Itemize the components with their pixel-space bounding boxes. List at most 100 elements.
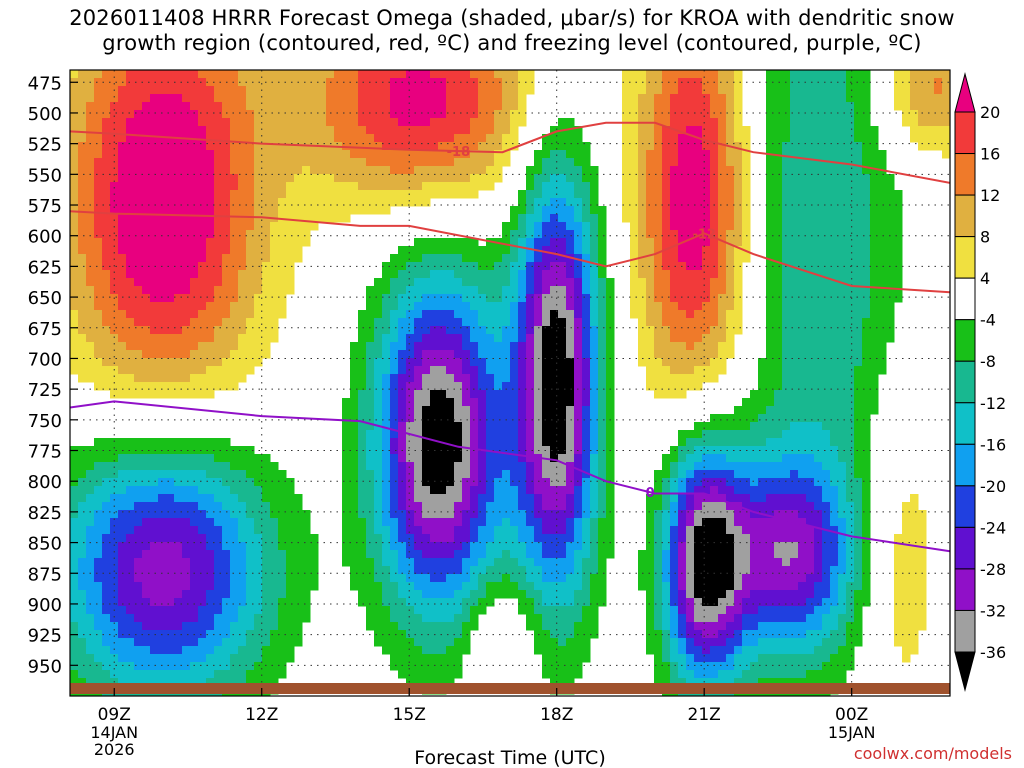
- omega-cell: [262, 638, 271, 647]
- omega-cell: [182, 582, 191, 591]
- omega-cell: [294, 174, 303, 183]
- omega-cell: [126, 598, 135, 607]
- omega-cell: [182, 566, 191, 575]
- omega-cell: [86, 102, 95, 111]
- omega-cell: [638, 150, 647, 159]
- omega-cell: [158, 302, 167, 311]
- omega-cell: [142, 174, 151, 183]
- omega-cell: [102, 174, 111, 183]
- omega-cell: [702, 454, 711, 463]
- omega-cell: [582, 630, 591, 639]
- omega-cell: [222, 622, 231, 631]
- omega-cell: [206, 294, 215, 303]
- omega-cell: [414, 110, 423, 119]
- omega-cell: [606, 374, 615, 383]
- omega-cell: [238, 350, 247, 359]
- omega-cell: [542, 662, 551, 671]
- omega-cell: [638, 558, 647, 567]
- omega-cell: [478, 438, 487, 447]
- omega-cell: [246, 454, 255, 463]
- omega-cell: [246, 654, 255, 663]
- omega-cell: [382, 646, 391, 655]
- omega-cell: [558, 430, 567, 439]
- omega-cell: [278, 534, 287, 543]
- omega-cell: [686, 238, 695, 247]
- omega-cell: [686, 318, 695, 327]
- omega-cell: [406, 566, 415, 575]
- omega-cell: [134, 358, 143, 367]
- omega-cell: [430, 102, 439, 111]
- omega-cell: [446, 526, 455, 535]
- omega-cell: [118, 110, 127, 119]
- omega-cell: [238, 238, 247, 247]
- omega-cell: [526, 206, 535, 215]
- omega-cell: [134, 214, 143, 223]
- omega-cell: [182, 454, 191, 463]
- omega-cell: [518, 262, 527, 271]
- omega-cell: [662, 78, 671, 87]
- omega-cell: [198, 630, 207, 639]
- omega-cell: [454, 606, 463, 615]
- omega-cell: [350, 70, 359, 79]
- omega-cell: [70, 118, 79, 127]
- omega-cell: [358, 518, 367, 527]
- omega-cell: [158, 518, 167, 527]
- omega-cell: [670, 158, 679, 167]
- omega-cell: [238, 142, 247, 151]
- omega-cell: [662, 334, 671, 343]
- omega-cell: [118, 670, 127, 679]
- omega-cell: [166, 286, 175, 295]
- omega-cell: [606, 358, 615, 367]
- omega-cell: [118, 614, 127, 623]
- omega-cell: [262, 342, 271, 351]
- omega-cell: [222, 662, 231, 671]
- omega-cell: [558, 206, 567, 215]
- omega-cell: [502, 278, 511, 287]
- omega-cell: [174, 70, 183, 79]
- omega-cell: [518, 494, 527, 503]
- omega-cell: [214, 502, 223, 511]
- omega-cell: [166, 526, 175, 535]
- omega-cell: [702, 422, 711, 431]
- omega-cell: [238, 446, 247, 455]
- omega-cell: [422, 358, 431, 367]
- omega-cell: [606, 310, 615, 319]
- omega-cell: [494, 110, 503, 119]
- omega-cell: [86, 150, 95, 159]
- omega-cell: [126, 318, 135, 327]
- omega-cell: [670, 510, 679, 519]
- omega-cell: [646, 302, 655, 311]
- omega-cell: [678, 390, 687, 399]
- omega-cell: [366, 134, 375, 143]
- omega-cell: [566, 510, 575, 519]
- omega-cell: [94, 302, 103, 311]
- omega-cell: [230, 262, 239, 271]
- omega-cell: [590, 438, 599, 447]
- omega-cell: [230, 566, 239, 575]
- omega-cell: [350, 118, 359, 127]
- omega-cell: [254, 622, 263, 631]
- omega-cell: [542, 550, 551, 559]
- omega-cell: [558, 558, 567, 567]
- omega-cell: [638, 358, 647, 367]
- omega-cell: [230, 358, 239, 367]
- omega-cell: [430, 150, 439, 159]
- omega-cell: [478, 366, 487, 375]
- omega-cell: [462, 118, 471, 127]
- omega-cell: [678, 614, 687, 623]
- omega-cell: [654, 582, 663, 591]
- omega-cell: [198, 86, 207, 95]
- omega-cell: [430, 158, 439, 167]
- omega-cell: [430, 646, 439, 655]
- omega-cell: [582, 286, 591, 295]
- omega-cell: [78, 302, 87, 311]
- omega-cell: [198, 150, 207, 159]
- omega-cell: [254, 342, 263, 351]
- omega-cell: [566, 222, 575, 231]
- omega-cell: [510, 126, 519, 135]
- omega-cell: [246, 342, 255, 351]
- omega-cell: [638, 574, 647, 583]
- omega-cell: [278, 222, 287, 231]
- omega-cell: [438, 134, 447, 143]
- omega-cell: [150, 166, 159, 175]
